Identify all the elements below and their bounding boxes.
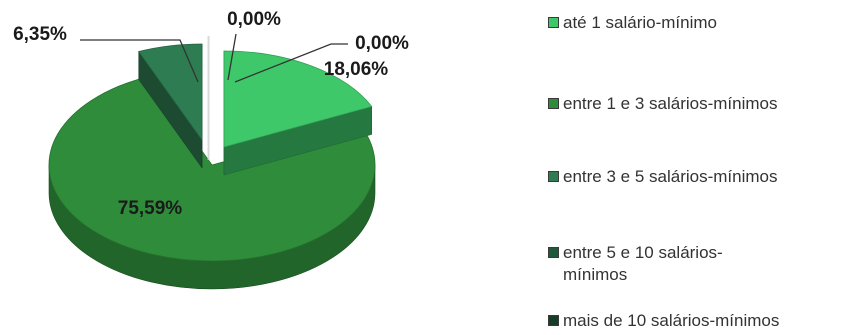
data-label-3: 6,35%	[13, 24, 67, 45]
legend-swatch	[548, 171, 559, 182]
pie-slice-top	[138, 43, 203, 142]
data-label-5: 0,00%	[355, 33, 409, 54]
pie-slice-top	[48, 76, 376, 262]
pie-slice-top	[223, 50, 373, 148]
legend-label: entre 1 e 3 salários-mínimos	[563, 94, 778, 113]
leader-line	[80, 39, 199, 83]
legend-swatch	[548, 247, 559, 258]
pie-slice-1	[223, 50, 373, 176]
legend-label: até 1 salário-mínimo	[563, 13, 718, 32]
legend-swatch	[548, 315, 559, 326]
data-label-2: 75,59%	[118, 198, 183, 219]
leader-line	[227, 33, 237, 81]
legend-swatch	[548, 98, 559, 109]
legend-label: entre 5 e 10 salários-mínimos	[563, 243, 723, 284]
data-label-1: 18,06%	[324, 59, 389, 80]
legend-label: mais de 10 salários-mínimos	[563, 311, 780, 330]
legend-label: entre 3 e 5 salários-mínimos	[563, 167, 778, 186]
data-label-4: 0,00%	[227, 9, 281, 30]
pie-slice-3	[138, 43, 203, 169]
pie-slice-2	[48, 76, 376, 290]
leader-line	[234, 43, 348, 83]
legend-swatch	[548, 17, 559, 28]
